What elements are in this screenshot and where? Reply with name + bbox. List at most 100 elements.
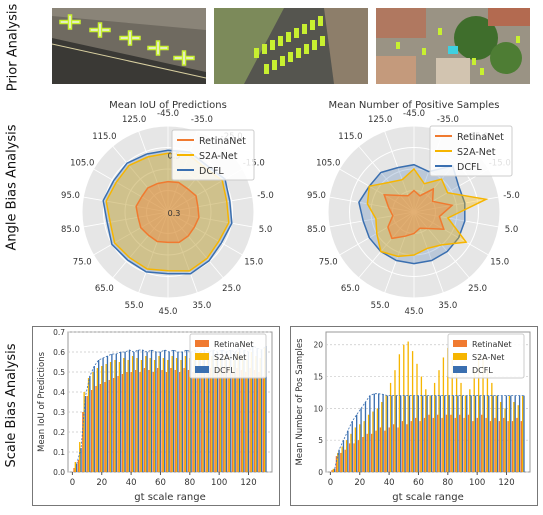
radar-series-s2a-net (105, 152, 230, 272)
x-tick-label: 80 (184, 478, 195, 488)
bar-retinanet (401, 421, 404, 472)
bar-retinanet (432, 417, 434, 472)
chart-title: Mean Number of Positive Samples (328, 100, 499, 111)
bar-dcfl (256, 348, 258, 472)
bar-retinanet (481, 414, 483, 472)
bar-dcfl (225, 352, 228, 472)
legend-label: DCFL (214, 366, 235, 375)
bar-dcfl (439, 395, 441, 472)
y-tick-label: 0.5 (53, 368, 65, 377)
bar-dcfl (457, 395, 459, 472)
bar-retinanet (388, 427, 390, 472)
bar-retinanet (357, 440, 360, 472)
bar-s2a-net (385, 395, 387, 472)
y-axis-label: Mean IoU of Predictions (37, 351, 47, 452)
bar-retinanet (340, 452, 342, 472)
bar-retinanet (384, 430, 386, 472)
radar-spoke (339, 168, 415, 213)
angle-tick-label: 35.0 (438, 301, 457, 311)
bar-s2a-net (105, 364, 107, 472)
bar-dcfl (98, 360, 100, 472)
bar-s2a-net (495, 395, 497, 472)
legend-label: RetinaNet (214, 340, 254, 349)
radar-spoke (138, 131, 169, 213)
angle-tick-label: 25.0 (468, 284, 487, 294)
bar-s2a-net (394, 370, 396, 472)
bar-s2a-net (101, 366, 103, 472)
bar-s2a-net (460, 382, 462, 472)
bar-dcfl (172, 350, 175, 472)
bar-dcfl (80, 448, 82, 472)
x-tick-label: 40 (126, 478, 137, 488)
bar-dcfl (111, 354, 113, 472)
legend-swatch (195, 340, 209, 347)
bar-dcfl (430, 395, 433, 472)
bar-retinanet (503, 417, 505, 472)
bar-dcfl (369, 395, 371, 472)
bar-dcfl (400, 395, 402, 472)
bar-dcfl (518, 395, 521, 472)
bar-s2a-net (517, 405, 519, 472)
bar-s2a-net (522, 395, 524, 472)
bar-dcfl (84, 396, 87, 472)
x-tick-label: 100 (211, 478, 227, 488)
bar-retinanet (152, 372, 154, 472)
bar-dcfl (470, 395, 472, 472)
bar-s2a-net (367, 414, 370, 472)
bar-dcfl (356, 414, 358, 472)
bar-retinanet (331, 470, 333, 472)
bar-dcfl (466, 395, 468, 472)
bar-retinanet (362, 437, 364, 472)
bar-dcfl (238, 348, 241, 472)
bar-chart-mean-iou-by-scale: 0.0 0.1 0.2 0.3 0.4 0.5 0.6 0.7 0 20 40 60 80 100 120 g… (32, 326, 280, 506)
angle-tick-label: -5.0 (503, 191, 520, 201)
radar-spoke (93, 168, 169, 213)
bar-dcfl (338, 449, 340, 472)
bar-retinanet (117, 376, 119, 472)
x-tick-label: 60 (155, 478, 166, 488)
legend-box (171, 129, 255, 181)
bar-dcfl (137, 350, 139, 472)
bar-s2a-net (438, 370, 440, 472)
bar-retinanet (463, 417, 465, 472)
legend-label: S2A-Net (199, 151, 238, 162)
bar-retinanet (139, 372, 141, 472)
bar-s2a-net (197, 356, 200, 472)
bar-retinanet (99, 384, 102, 472)
bar-s2a-net (376, 408, 379, 472)
bar-retinanet (126, 372, 128, 472)
bar-retinanet (95, 386, 97, 472)
bar-dcfl (203, 350, 206, 472)
x-tick-label: 0 (328, 478, 333, 488)
bar-retinanet (415, 417, 417, 472)
bar-dcfl (413, 395, 415, 472)
bar-retinanet (370, 433, 373, 472)
bar-s2a-net (482, 357, 484, 472)
bar-dcfl (452, 395, 455, 472)
bar-retinanet (472, 421, 474, 472)
bar-s2a-net (513, 402, 515, 472)
bar-s2a-net (259, 358, 261, 472)
bar-retinanet (170, 368, 172, 472)
bar-dcfl (444, 395, 446, 472)
angle-tick-label: 65.0 (341, 284, 360, 294)
bar-dcfl (435, 395, 437, 472)
bar-dcfl (461, 395, 464, 472)
bar-dcfl (177, 352, 179, 472)
series-line-dcfl (76, 345, 267, 465)
radar-spoke (384, 211, 415, 293)
radar-spoke (413, 211, 489, 256)
bar-retinanet (231, 372, 234, 472)
angle-tick-label: -35.0 (191, 115, 213, 125)
bar-s2a-net (118, 362, 121, 472)
legend-swatch (195, 366, 209, 373)
bar-dcfl (221, 350, 223, 472)
bar-s2a-net (74, 462, 76, 472)
bar-dcfl (333, 468, 336, 472)
bar-dcfl (260, 350, 263, 472)
bar-retinanet (187, 370, 190, 472)
bar-s2a-net (455, 370, 458, 472)
legend-label: S2A-Net (472, 353, 504, 362)
bar-s2a-net (504, 408, 506, 472)
bar-retinanet (104, 382, 106, 472)
